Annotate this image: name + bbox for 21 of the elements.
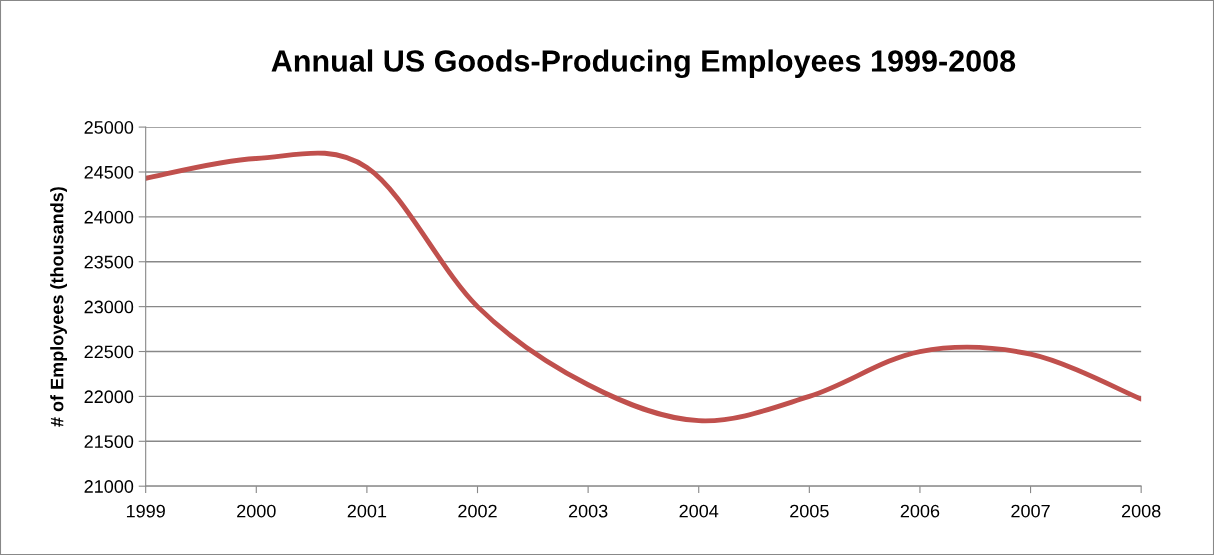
x-tick-label: 2004 [679, 504, 719, 518]
x-tick-label: 1999 [126, 504, 165, 518]
y-tick-label: 23500 [84, 255, 134, 269]
y-tick-label: 22000 [84, 390, 134, 404]
y-tick-label: 24500 [84, 165, 134, 179]
x-tick-label: 2000 [237, 504, 276, 518]
x-tick-label: 2001 [347, 504, 387, 518]
x-tick-label: 2008 [1121, 504, 1161, 518]
y-axis-title: # of Employees (thousands) [50, 187, 67, 427]
y-tick-label: 22500 [84, 345, 134, 359]
y-tick-label: 23000 [84, 300, 134, 314]
x-tick-label: 2007 [1011, 504, 1050, 518]
y-tick-label: 24000 [84, 210, 134, 224]
x-tick-label: 2006 [900, 504, 940, 518]
x-tick-label: 2002 [458, 504, 497, 518]
chart-title: Annual US Goods-Producing Employees 1999-2008 [271, 49, 1016, 79]
x-tick-label: 2005 [790, 504, 829, 518]
x-tick-label: 2003 [568, 504, 608, 518]
y-tick-label: 21000 [84, 480, 134, 493]
y-tick-label: 21500 [84, 435, 134, 449]
y-tick-label: 25000 [84, 121, 134, 134]
